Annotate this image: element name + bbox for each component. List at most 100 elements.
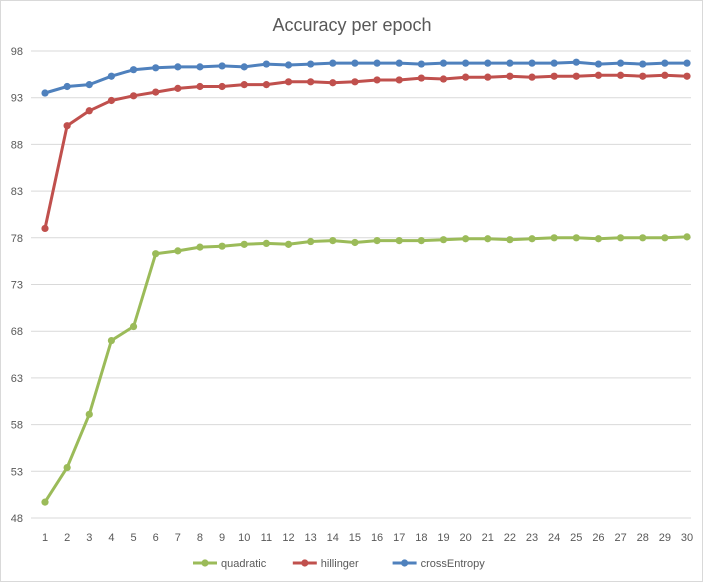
x-tick-label: 2 — [64, 532, 70, 544]
x-tick-label: 30 — [681, 532, 693, 544]
legend-marker — [401, 559, 409, 567]
x-tick-label: 8 — [197, 532, 203, 544]
data-point — [506, 72, 514, 80]
data-point — [683, 233, 691, 241]
data-point — [41, 89, 49, 97]
data-point — [41, 224, 49, 233]
data-point — [262, 239, 270, 248]
x-tick-label: 4 — [108, 532, 114, 544]
legend: quadratic hillinger crossEntropy — [193, 558, 485, 570]
gridlines — [31, 50, 691, 519]
series-layer — [41, 58, 691, 506]
y-tick-label: 88 — [11, 139, 23, 151]
x-tick-label: 16 — [371, 532, 383, 544]
data-point — [462, 235, 470, 243]
data-point — [284, 240, 293, 248]
data-point — [329, 237, 337, 245]
series-line — [43, 235, 688, 503]
x-tick-label: 20 — [459, 532, 471, 544]
series-crossEntropy — [41, 58, 691, 97]
data-point — [639, 72, 647, 80]
data-point — [284, 61, 293, 69]
data-point — [196, 243, 204, 251]
data-point — [528, 59, 536, 67]
data-point — [661, 234, 669, 242]
data-point — [329, 79, 337, 87]
y-tick-label: 63 — [11, 373, 23, 385]
data-point — [152, 88, 160, 96]
data-point — [661, 59, 669, 67]
data-point — [329, 59, 337, 67]
y-tick-label: 68 — [11, 326, 23, 338]
series-hillinger — [41, 71, 691, 233]
data-point — [616, 59, 625, 67]
x-tick-label: 23 — [526, 532, 538, 544]
data-point — [218, 82, 226, 91]
data-point — [307, 60, 315, 68]
data-point — [63, 463, 71, 472]
x-tick-label: 13 — [305, 532, 317, 544]
data-point — [373, 237, 381, 245]
y-tick-label: 98 — [11, 46, 23, 58]
data-point — [218, 62, 226, 70]
y-axis-ticks: 48 53 58 63 68 73 78 83 88 93 98 — [11, 46, 23, 525]
x-tick-label: 10 — [238, 532, 250, 544]
data-point — [417, 237, 425, 245]
data-point — [351, 59, 359, 67]
legend-label: hillinger — [321, 558, 359, 570]
data-point — [174, 84, 182, 92]
data-point — [240, 81, 248, 89]
data-point — [506, 236, 514, 244]
data-point — [262, 81, 270, 89]
x-tick-label: 6 — [153, 532, 159, 544]
data-point — [616, 234, 625, 242]
data-point — [373, 59, 381, 67]
legend-item-hillinger: hillinger — [292, 558, 359, 570]
series-quadratic — [41, 233, 691, 506]
data-point — [572, 58, 580, 66]
y-tick-label: 73 — [11, 280, 23, 292]
data-point — [506, 59, 514, 67]
y-tick-label: 78 — [11, 233, 23, 245]
legend-label: quadratic — [221, 558, 267, 570]
data-point — [174, 63, 182, 71]
data-point — [572, 234, 580, 242]
data-point — [439, 59, 448, 67]
data-point — [395, 237, 403, 245]
data-point — [373, 76, 381, 84]
data-point — [41, 498, 49, 506]
x-tick-label: 28 — [637, 532, 649, 544]
legend-item-quadratic: quadratic — [193, 558, 267, 570]
series-line — [43, 73, 688, 229]
data-point — [683, 59, 691, 67]
x-tick-label: 5 — [130, 532, 136, 544]
data-point — [639, 60, 647, 68]
legend-label: crossEntropy — [421, 558, 486, 570]
data-point — [550, 234, 558, 242]
data-point — [129, 92, 138, 100]
data-point — [417, 60, 425, 68]
data-point — [572, 72, 580, 80]
data-point — [240, 63, 248, 71]
data-point — [284, 78, 293, 86]
x-tick-label: 21 — [482, 532, 494, 544]
x-tick-label: 12 — [282, 532, 294, 544]
data-point — [528, 73, 536, 81]
data-point — [661, 71, 669, 79]
data-point — [484, 73, 492, 81]
data-point — [351, 78, 359, 86]
data-point — [129, 66, 138, 74]
y-tick-label: 58 — [11, 420, 23, 432]
chart-title: Accuracy per epoch — [272, 15, 431, 35]
y-tick-label: 53 — [11, 466, 23, 478]
data-point — [484, 59, 492, 67]
data-point — [395, 76, 403, 84]
data-point — [196, 82, 204, 91]
series-line — [44, 60, 687, 95]
x-axis-ticks: 1 2 3 4 5 6 7 8 9 10 11 12 13 14 15 16 17 18 19 20 21 22 23 24 2… — [42, 532, 693, 544]
x-tick-label: 17 — [393, 532, 405, 544]
legend-marker — [301, 559, 309, 567]
data-point — [152, 250, 160, 258]
